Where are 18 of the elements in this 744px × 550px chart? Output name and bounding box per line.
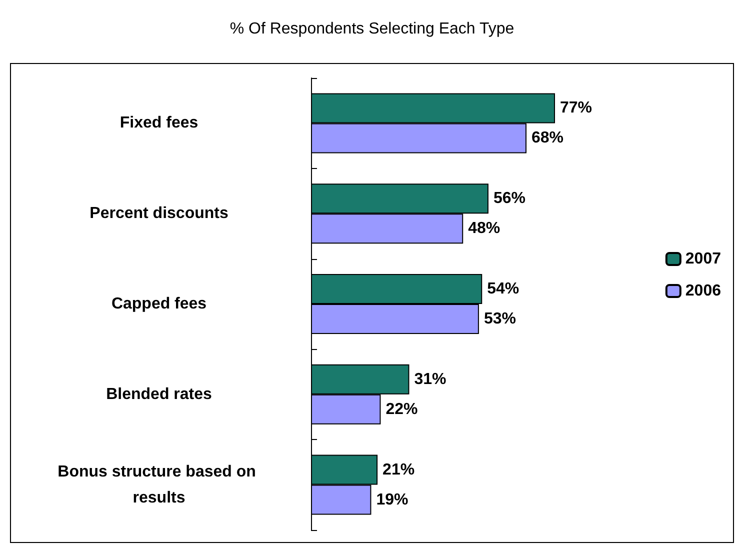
y-tick-label: Percent discounts: [90, 205, 228, 222]
data-label: 54%: [487, 280, 520, 298]
y-tick-label: Bonus structure based on results: [58, 463, 260, 506]
data-label: 56%: [493, 190, 526, 208]
y-tick-label: Capped fees: [111, 296, 207, 312]
data-label: 68%: [531, 130, 564, 147]
legend-label: 2006: [685, 282, 722, 300]
y-tick-label: Blended rates: [106, 386, 212, 403]
data-label: 48%: [468, 220, 500, 238]
data-label: 19%: [376, 491, 408, 508]
data-label: 31%: [414, 370, 446, 388]
chart-title: % Of Respondents Selecting Each Type: [230, 20, 514, 38]
legend-label: 2007: [685, 250, 722, 268]
y-tick-label: Fixed fees: [120, 114, 198, 132]
data-label: 77%: [560, 100, 592, 117]
data-label: 53%: [484, 310, 516, 328]
data-label: 22%: [386, 400, 418, 418]
data-label: 21%: [382, 461, 415, 478]
